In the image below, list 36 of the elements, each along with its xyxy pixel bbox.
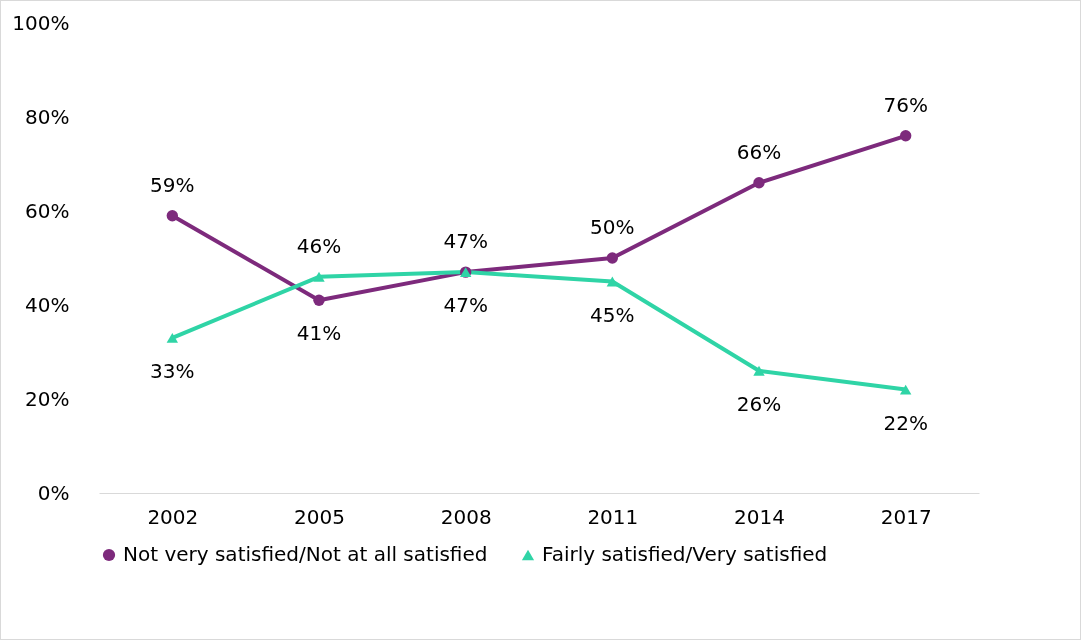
x-tick-label: 2014 [734,504,785,529]
x-tick-label: 2002 [147,504,199,529]
point [166,210,179,222]
x-tick-label: 2005 [294,504,345,529]
data-label: 45% [590,302,635,327]
y-tick-label: 80% [25,104,70,129]
y-tick-label: 0% [37,480,70,505]
point [606,252,619,264]
y-tick-label: 20% [25,386,70,411]
y-tick-label: 40% [25,292,70,317]
data-label: 47% [443,229,488,254]
data-label: 33% [150,358,195,383]
point [313,271,325,282]
x-tick-label: 2011 [587,504,639,529]
point [753,365,765,376]
data-label: 47% [443,293,488,318]
legend-label: Fairly satisfied/Very satisfied [542,542,828,566]
data-label: 26% [736,391,782,416]
point [313,294,325,306]
data-label: 59% [150,172,195,197]
legend-label: Not very satisfied/Not at all satisfied [123,542,488,566]
point [606,276,619,287]
y-tick-label: 100% [12,10,70,35]
y-tick-label: 60% [25,198,70,223]
data-label: 66% [736,139,782,164]
point [753,177,765,189]
point [899,130,912,142]
point [899,384,912,395]
data-label: 46% [296,233,342,258]
data-label: 50% [590,215,635,239]
data-label: 22% [883,410,928,435]
data-label: 76% [883,92,928,117]
x-tick-label: 2008 [440,504,492,529]
data-label: 41% [296,321,342,346]
point [166,332,179,343]
x-tick-label: 2017 [880,504,932,529]
